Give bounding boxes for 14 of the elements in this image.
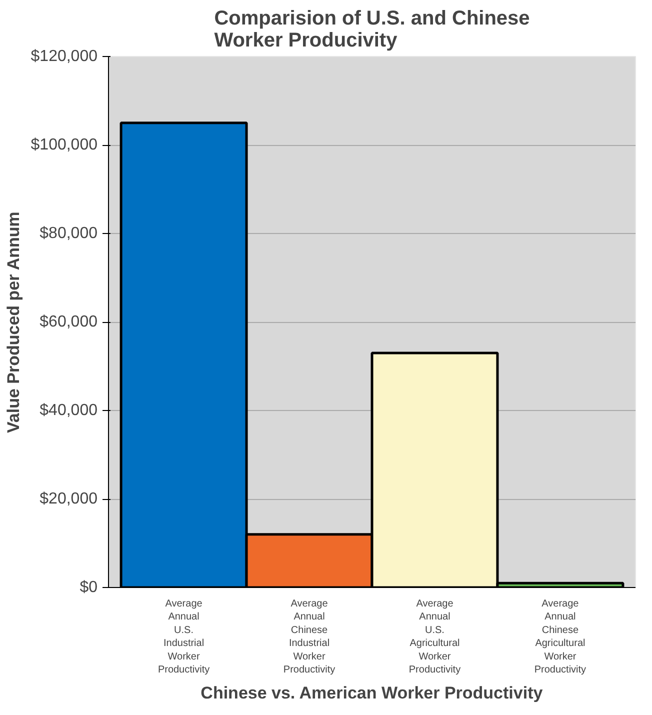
x-tick-label: Average Annual Chinese Agricultural Worker Productivity bbox=[534, 598, 586, 676]
y-axis-title: Value Produced per Annum bbox=[4, 212, 23, 433]
y-tick-label: $20,000 bbox=[40, 490, 98, 508]
y-tick-label: $80,000 bbox=[40, 225, 98, 242]
y-tick-label: $0 bbox=[80, 579, 98, 596]
x-tick-label: Average Annual Chinese Industrial Worker Productivity bbox=[283, 598, 336, 676]
x-axis-title: Chinese vs. American Worker Productivity bbox=[200, 684, 544, 702]
y-tick-label: $100,000 bbox=[30, 136, 98, 154]
chart-title: Comparision of U.S. and Chinese Worker Producivity bbox=[214, 8, 530, 52]
y-tick-label: $60,000 bbox=[40, 314, 98, 330]
x-tick-label: Average Annual U.S. Industrial Worker Productivity bbox=[158, 598, 210, 676]
y-tick-label: $40,000 bbox=[40, 402, 98, 419]
x-tick-label: Average Annual U.S. Agricultural Worker Productivity bbox=[408, 598, 461, 676]
y-tick-label: $120,000 bbox=[30, 48, 98, 65]
